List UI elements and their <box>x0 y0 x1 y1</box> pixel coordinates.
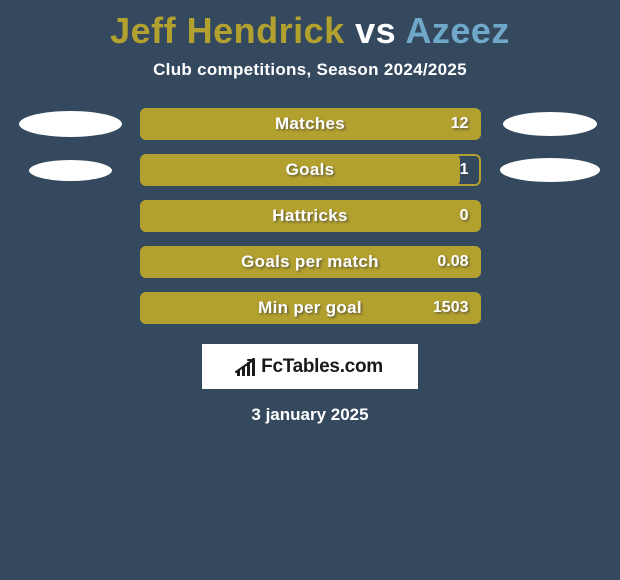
vs-text: vs <box>355 10 396 51</box>
left-ellipse-slot <box>1 111 140 137</box>
stat-row: Goals per match 0.08 <box>0 246 620 278</box>
stat-bar: Goals 1 <box>140 154 481 186</box>
branding-text: FcTables.com <box>261 356 383 378</box>
subtitle: Club competitions, Season 2024/2025 <box>0 60 620 80</box>
stat-row: Matches 12 <box>0 108 620 140</box>
stat-bar: Matches 12 <box>140 108 481 140</box>
stats-container: Matches 12 Goals 1 Hattricks 0 Goals per match… <box>0 108 620 324</box>
stat-bar: Min per goal 1503 <box>140 292 481 324</box>
stat-bar: Goals per match 0.08 <box>140 246 481 278</box>
right-ellipse <box>503 112 597 136</box>
stat-label: Goals <box>286 160 335 180</box>
date-text: 3 january 2025 <box>0 405 620 425</box>
player1-name: Jeff Hendrick <box>110 10 345 51</box>
stat-label: Goals per match <box>241 252 379 272</box>
stat-row: Goals 1 <box>0 154 620 186</box>
stat-bar: Hattricks 0 <box>140 200 481 232</box>
stat-value: 1503 <box>433 299 469 317</box>
stat-label: Hattricks <box>272 206 347 226</box>
right-ellipse <box>500 158 600 182</box>
player2-name: Azeez <box>405 10 510 51</box>
stat-value: 0 <box>460 207 469 225</box>
left-ellipse-slot <box>1 160 140 181</box>
stat-value: 12 <box>451 115 469 133</box>
left-ellipse <box>29 160 112 181</box>
left-ellipse <box>19 111 122 137</box>
branding-box: FcTables.com <box>202 344 418 389</box>
stat-row: Hattricks 0 <box>0 200 620 232</box>
stat-value: 0.08 <box>437 253 468 271</box>
stat-label: Min per goal <box>258 298 362 318</box>
comparison-title: Jeff Hendrick vs Azeez <box>0 0 620 52</box>
stat-label: Matches <box>275 114 345 134</box>
stat-row: Min per goal 1503 <box>0 292 620 324</box>
right-ellipse-slot <box>481 158 620 182</box>
stat-value: 1 <box>460 161 469 179</box>
chart-icon <box>237 358 255 376</box>
right-ellipse-slot <box>481 112 620 136</box>
